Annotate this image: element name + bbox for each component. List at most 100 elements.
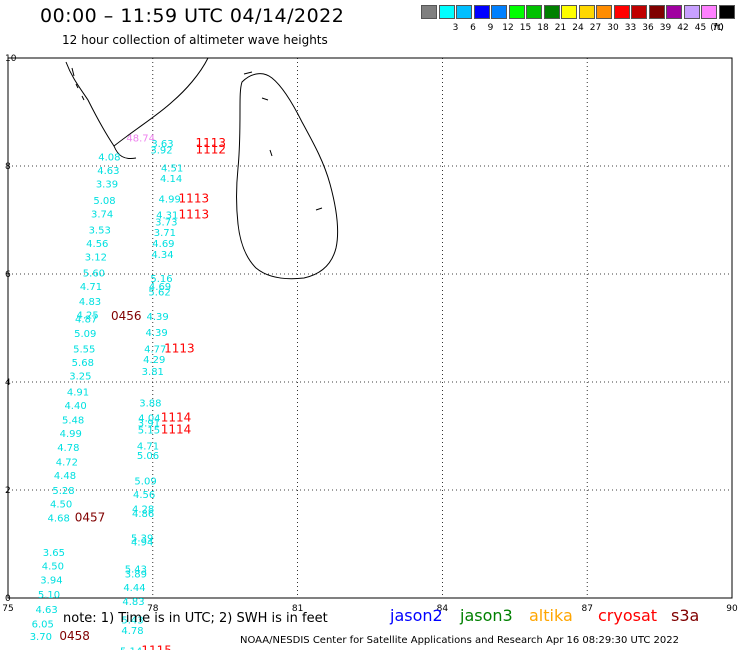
wave-height-label: 5.68	[72, 358, 94, 369]
wave-height-label: 5.16	[150, 274, 172, 285]
color-scale-swatch	[648, 5, 665, 19]
satellite-legend-item: cryosat	[598, 606, 658, 625]
wave-height-label: 3.89	[125, 569, 147, 580]
wave-height-label: 5.09	[74, 329, 96, 340]
wave-height-label: 5.43	[125, 565, 147, 576]
pass-time-label: 1113	[179, 192, 210, 206]
wave-height-label: 4.39	[146, 312, 168, 323]
color-scale-label: 45	[694, 23, 707, 33]
wave-height-label: 5.39	[131, 533, 153, 544]
x-tick-label: 90	[726, 604, 738, 614]
wave-height-label: 3.25	[69, 371, 91, 382]
y-tick-label: 2	[5, 486, 11, 496]
wave-height-label: 5.48	[62, 416, 84, 427]
wave-height-label: 5.09	[134, 477, 156, 488]
color-scale-swatch	[543, 5, 560, 19]
x-tick-label: 81	[292, 604, 303, 614]
satellite-legend-item: jason2	[390, 606, 443, 625]
wave-height-label: 4.71	[80, 282, 102, 293]
color-scale-swatch	[456, 5, 472, 19]
y-tick-label: 0	[5, 594, 11, 604]
wave-height-label: 3.91	[138, 418, 160, 429]
wave-height-label: 4.50	[42, 561, 64, 572]
color-scale-swatch	[613, 5, 630, 19]
satellite-legend-item: jason3	[460, 606, 513, 625]
wave-height-label: 5.14	[120, 647, 142, 650]
wave-height-label: 4.99	[60, 429, 82, 440]
wave-height-label: 5.08	[93, 196, 115, 207]
color-scale-label: 24	[572, 23, 584, 33]
wave-height-label: 4.25	[77, 310, 99, 321]
axis-tick-labels: 75 78 81 84 87 90 0 2 4 6 8 10	[2, 54, 738, 614]
wave-height-label: 5.06	[137, 451, 159, 462]
wave-height-label: 4.77	[144, 344, 166, 355]
wave-height-label: 5.15	[138, 425, 160, 436]
wave-height-observations: 48.743.633.92 4.08 4.63 4.514.14 3.39 5.08 4.9…	[30, 134, 184, 650]
footer-note: note: 1) Time is in UTC; 2) SWH is in fe…	[63, 611, 328, 626]
wave-height-label: 4.29	[143, 355, 165, 366]
wave-height-label: 5.55	[73, 344, 95, 355]
wave-height-label: 4.28	[132, 505, 154, 516]
pass-time-label: 1112	[195, 143, 226, 157]
pass-time-label: 1114	[161, 422, 192, 436]
wave-height-label: 4.48	[54, 471, 76, 482]
wave-height-label: 4.50	[50, 499, 72, 510]
gulf-of-mannar-coast	[113, 145, 137, 159]
wave-height-label: 4.40	[64, 401, 86, 412]
wave-height-label: 3.65	[43, 548, 65, 559]
wave-height-label: 5.43	[121, 615, 143, 626]
sri-lanka-coastline	[236, 73, 339, 280]
wave-height-label: 4.04	[138, 413, 160, 424]
wave-height-label: 6.05	[32, 620, 54, 631]
wave-height-label: 4.08	[98, 153, 120, 164]
map-subtitle: 12 hour collection of altimeter wave hei…	[62, 33, 328, 47]
color-scale-swatch	[508, 5, 525, 19]
wave-height-label: 4.63	[35, 605, 57, 616]
color-scale-label: 39	[659, 23, 672, 33]
pass-time-label: 0457	[75, 510, 106, 524]
color-scale-label: 21	[554, 23, 567, 33]
color-scale-swatch	[491, 5, 507, 19]
color-scale-swatch	[438, 5, 455, 19]
map-frame	[7, 57, 733, 599]
color-scale-swatch	[701, 5, 717, 19]
wave-height-label: 4.71	[137, 442, 159, 453]
color-scale-label: 12	[502, 23, 514, 33]
color-scale-swatch	[683, 5, 700, 19]
wave-height-label: 4.87	[75, 315, 97, 326]
color-scale-swatch	[421, 5, 437, 19]
wave-height-label: 4.99	[159, 195, 181, 206]
wave-height-label: 4.69	[149, 282, 171, 293]
wave-height-label: 3.92	[150, 146, 172, 157]
wave-height-label: 5.62	[148, 288, 170, 299]
y-tick-label: 8	[5, 162, 11, 172]
color-scale-swatch	[561, 5, 577, 19]
pass-time-labels: 1113111211131113045611131114111404570458…	[59, 136, 226, 650]
wave-height-label: 4.63	[97, 166, 119, 177]
wave-height-label: 3.73	[155, 217, 177, 228]
x-tick-label: 78	[147, 604, 159, 614]
wave-height-label: 4.69	[152, 239, 174, 250]
satellite-legend-item: s3a	[671, 606, 700, 625]
coastline	[65, 57, 339, 280]
small-islands	[71, 67, 85, 101]
color-scale-swatch	[631, 5, 647, 19]
wave-height-label: 3.94	[40, 575, 62, 586]
wave-height-label: 3.74	[91, 209, 113, 220]
color-scale-label: 3	[452, 23, 459, 33]
wave-height-label: 3.88	[139, 398, 161, 409]
wave-height-label: 4.78	[121, 626, 143, 637]
pass-time-label: 0458	[59, 629, 90, 643]
color-scale-swatch	[666, 5, 682, 19]
wave-height-label: 48.74	[126, 134, 155, 145]
color-scale-label: 42	[677, 23, 689, 33]
wave-height-label: 4.91	[67, 388, 89, 399]
wave-height-label: 4.83	[79, 297, 101, 308]
color-scale-swatch	[596, 5, 612, 19]
wave-height-label: 4.78	[57, 443, 79, 454]
wave-height-label: 4.56	[86, 239, 108, 250]
india-coastline	[65, 57, 209, 147]
color-scale-label: 70	[712, 23, 724, 33]
color-scale-label: 27	[589, 23, 602, 33]
